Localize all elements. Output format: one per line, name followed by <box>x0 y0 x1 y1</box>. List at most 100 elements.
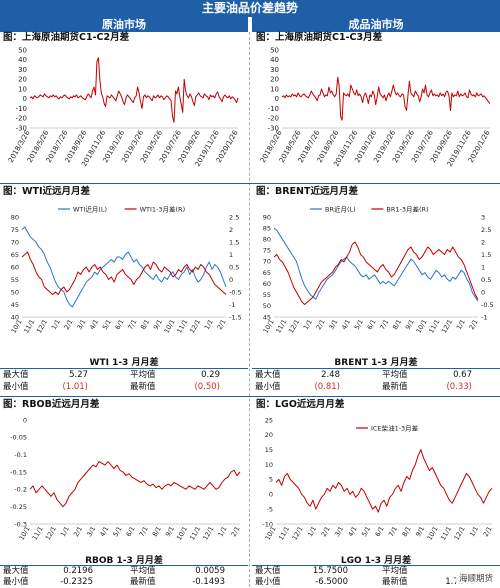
series-line-p4-1 <box>273 241 479 305</box>
x-tick-p6-10: 8/1 <box>401 525 413 538</box>
stat-rbob-latest-label: 最新值 <box>130 577 156 587</box>
x-tick-p5-5: 3/1 <box>85 525 97 538</box>
x-tick-p3-3: 1/1 <box>50 318 62 331</box>
stat-brent-avg-label: 平均值 <box>382 370 408 380</box>
y-tick-p3-0: 80 <box>11 213 19 221</box>
stat-lgo-latest-label: 最新值 <box>382 577 408 587</box>
y-tick-p2-8: -30 <box>268 124 279 132</box>
y-tick-p3-1: 75 <box>11 226 19 234</box>
y2-tick-p4-2: 2 <box>481 238 485 246</box>
x-tick-p3-9: 7/1 <box>126 318 138 331</box>
y-tick-p4-7: 55 <box>263 291 271 299</box>
chart-p4: 90 85 80 75 70 65 60 55 50 45 3 2.5 2 1.5 1 0.5 0 -0.5 -1 1… <box>261 204 494 335</box>
x-tick-p4-13: 11/1 <box>427 318 441 335</box>
stat-wti-max-label: 最大值 <box>3 370 29 380</box>
panel-title-p4: 图：BRENT近远月月差 <box>256 186 358 197</box>
stat-wti-avg-label: 平均值 <box>130 370 156 380</box>
y-tick-p6-2: 15 <box>265 446 273 454</box>
legend-label-p3-1: WTI1-3月差(R) <box>140 204 186 213</box>
panel-title-p2: 图：上海原油期货C1-C3月差 <box>256 32 383 43</box>
x-tick-p6-1: 11/1 <box>277 525 291 542</box>
y-tick-p3-4: 60 <box>11 263 19 271</box>
y-tick-p2-0: 50 <box>270 46 279 54</box>
stats-title-wti: WTI 1-3 月月差 <box>89 358 159 368</box>
stats-title-brent: BRENT 1-3 月月差 <box>334 358 418 368</box>
series-line-p4-0 <box>273 227 479 302</box>
banner-title: 主要油品价差趋势 <box>0 0 500 17</box>
x-tick-p5-3: 1/1 <box>59 525 71 538</box>
chart-p3: 80 75 70 65 60 55 50 45 40 2.5 2 1.5 1 0.5 0 -0.5 -1 -1.5… <box>9 204 241 335</box>
x-tick-p5-1: 11/1 <box>31 525 45 542</box>
x-tick-p3-5: 3/1 <box>75 318 87 331</box>
x-tick-p6-3: 1/1 <box>306 525 318 538</box>
x-tick-p4-7: 5/1 <box>353 318 365 331</box>
series-line-p3-1 <box>21 251 227 295</box>
y-tick-p1-7: -20 <box>16 115 27 123</box>
y-tick-p2-3: 20 <box>270 76 279 84</box>
chart-p1: 50403020100-10-20-302018/3/262018/5/2620… <box>7 46 240 168</box>
y-tick-p4-4: 70 <box>263 258 271 266</box>
x-tick-p6-11: 9/1 <box>414 525 426 538</box>
x-tick-p5-4: 2/1 <box>72 525 84 538</box>
y-tick-p3-5: 55 <box>11 276 19 284</box>
x-tick-p4-1: 11/1 <box>274 318 288 335</box>
x-tick-p6-16: 2/1 <box>482 525 494 538</box>
legend-label-p4-1: BR1-3月差(R) <box>386 204 428 213</box>
legend-label-p4-0: BR近月(L) <box>325 204 356 213</box>
stat-brent-max: 2.48 <box>321 370 340 380</box>
stat-rbob-min-label: 最小值 <box>3 577 29 587</box>
legend-label-p3-0: WTI近月(L) <box>73 204 107 213</box>
y2-tick-p4-5: 0.5 <box>481 276 491 284</box>
y-tick-p4-5: 65 <box>263 269 271 277</box>
stat-brent-avg: 0.67 <box>453 370 472 380</box>
x-tick-p4-15: 1/1 <box>455 318 467 331</box>
y2-tick-p3-5: 0 <box>229 276 233 284</box>
y-tick-p3-3: 65 <box>11 251 19 259</box>
y-tick-p6-6: -5 <box>267 505 273 513</box>
y-tick-p1-5: 0 <box>23 95 27 103</box>
y2-tick-p3-0: 2.5 <box>229 213 239 221</box>
stat-lgo-min-label: 最小值 <box>255 577 281 587</box>
y-tick-p2-4: 10 <box>270 85 279 93</box>
series-line-p3-0 <box>21 226 227 308</box>
stat-rbob-avg: 0.0059 <box>195 566 225 576</box>
x-tick-p5-16: 2/1 <box>230 525 242 538</box>
stat-wti-avg: 0.29 <box>201 370 220 380</box>
x-tick-p3-8: 6/1 <box>114 318 126 331</box>
stat-lgo-max: 15.7500 <box>312 566 348 576</box>
x-tick-p3-16: 2/1 <box>216 318 228 331</box>
x-tick-p4-2: 12/1 <box>287 318 301 335</box>
x-tick-p3-1: 11/1 <box>22 318 36 335</box>
chart-p5: 0-0.05-0.1-0.15-0.2-0.25-0.310/111/112/1… <box>10 416 242 542</box>
y2-tick-p4-8: -1 <box>481 313 487 321</box>
panel-title-p5: 图：RBOB近远月月差 <box>3 399 100 410</box>
stat-rbob-latest: -0.1493 <box>192 577 225 587</box>
x-tick-p3-10: 8/1 <box>139 318 151 331</box>
y2-tick-p4-0: 3 <box>481 213 485 221</box>
y-tick-p6-4: 5 <box>269 476 273 484</box>
divider-1 <box>0 183 500 184</box>
x-tick-p4-8: 6/1 <box>366 318 378 331</box>
chart-p2: 50403020100-10-20-302018/3/262018/5/2620… <box>259 46 492 168</box>
y-tick-p1-8: -30 <box>16 124 27 132</box>
x-tick-p6-7: 5/1 <box>360 525 372 538</box>
stat-lgo-avg-label: 平均值 <box>382 566 408 576</box>
y-tick-p4-0: 90 <box>263 213 271 221</box>
x-tick-p5-14: 12/1 <box>201 525 215 542</box>
x-tick-p5-7: 5/1 <box>111 525 123 538</box>
y-tick-p3-2: 70 <box>11 238 19 246</box>
y-tick-p4-3: 75 <box>263 247 271 255</box>
x-tick-p4-14: 12/1 <box>440 318 454 335</box>
y-tick-p6-5: 0 <box>269 491 273 499</box>
x-tick-p6-6: 4/1 <box>347 525 359 538</box>
legend-label-p6-0: ICE柴油1-3月差 <box>371 423 419 432</box>
x-tick-p4-16: 2/1 <box>468 318 480 331</box>
y2-tick-p4-7: -0.5 <box>481 301 494 309</box>
stat-rbob-max-label: 最大值 <box>3 566 29 576</box>
x-tick-p4-4: 2/1 <box>315 318 327 331</box>
x-tick-p6-13: 11/1 <box>439 525 453 542</box>
x-tick-p4-5: 3/1 <box>327 318 339 331</box>
y-tick-p5-6: -0.3 <box>14 520 27 528</box>
x-tick-p6-9: 7/1 <box>387 525 399 538</box>
y-tick-p5-1: -0.05 <box>10 434 27 442</box>
